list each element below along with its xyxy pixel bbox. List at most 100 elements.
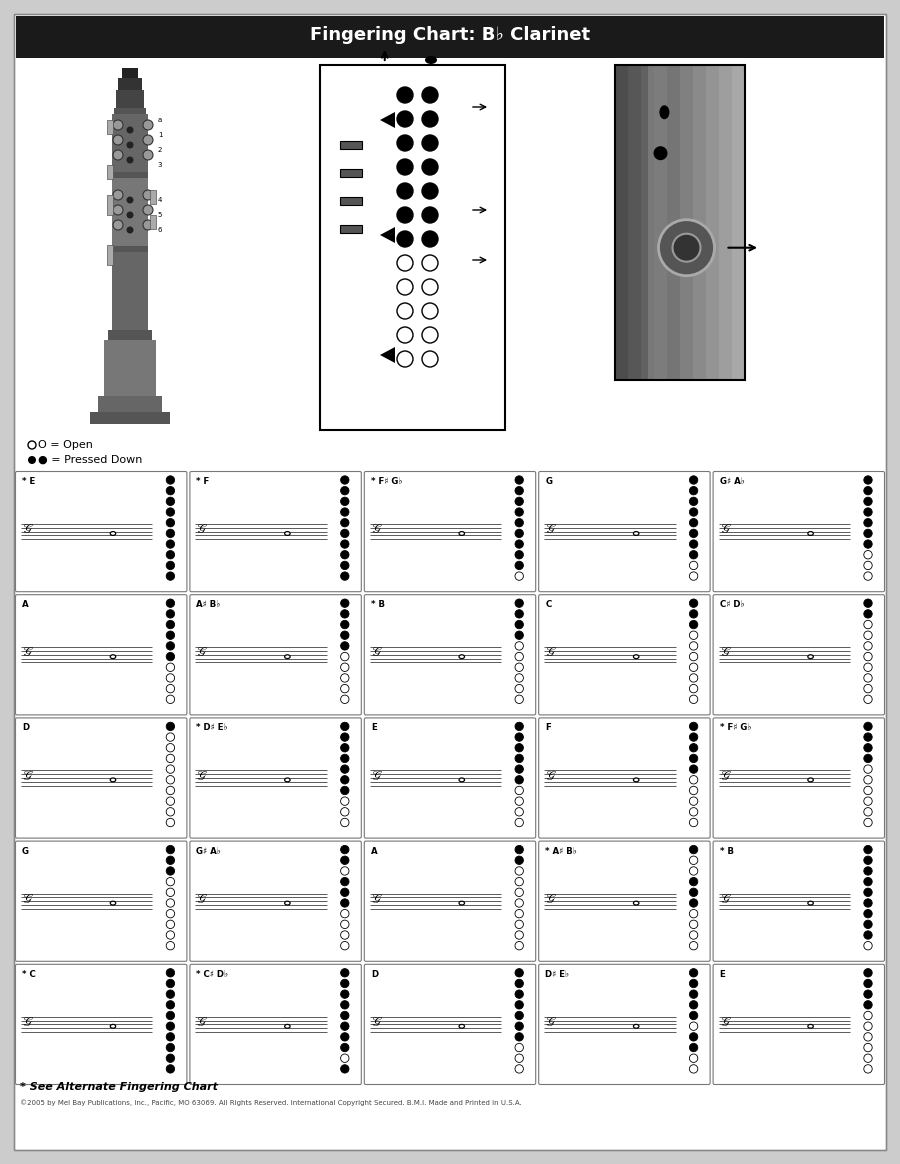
Circle shape: [689, 1001, 698, 1009]
Ellipse shape: [634, 1024, 639, 1028]
Bar: [693, 65, 707, 379]
Circle shape: [340, 1065, 349, 1073]
Circle shape: [689, 942, 698, 950]
Circle shape: [689, 540, 698, 548]
Circle shape: [864, 754, 872, 762]
Circle shape: [689, 1032, 698, 1041]
Text: $\mathscr{G}$: $\mathscr{G}$: [545, 646, 557, 659]
Circle shape: [689, 518, 698, 527]
Circle shape: [166, 878, 175, 886]
Circle shape: [689, 744, 698, 752]
Bar: [112, 172, 148, 180]
Bar: [118, 78, 142, 92]
Circle shape: [515, 530, 524, 538]
Text: G: G: [545, 477, 553, 487]
Circle shape: [127, 127, 133, 134]
Circle shape: [515, 695, 524, 703]
Circle shape: [515, 733, 524, 741]
Text: $\mathscr{G}$: $\mathscr{G}$: [22, 1016, 34, 1029]
Ellipse shape: [634, 901, 639, 904]
FancyBboxPatch shape: [190, 471, 361, 591]
Text: $\mathscr{G}$: $\mathscr{G}$: [371, 769, 382, 782]
Circle shape: [143, 150, 153, 159]
Circle shape: [166, 620, 175, 629]
Circle shape: [166, 1001, 175, 1009]
Circle shape: [864, 561, 872, 569]
Circle shape: [689, 631, 698, 639]
Circle shape: [340, 476, 349, 484]
Polygon shape: [380, 112, 395, 128]
Circle shape: [28, 456, 36, 464]
Circle shape: [515, 561, 524, 569]
Bar: [150, 190, 156, 204]
Circle shape: [166, 909, 175, 918]
Circle shape: [864, 909, 872, 918]
Circle shape: [689, 754, 698, 762]
Circle shape: [515, 775, 524, 785]
Text: 5: 5: [158, 212, 162, 218]
Bar: [108, 331, 152, 342]
Circle shape: [515, 920, 524, 929]
Circle shape: [340, 641, 349, 651]
Ellipse shape: [808, 778, 814, 782]
Circle shape: [515, 540, 524, 548]
Circle shape: [340, 968, 349, 977]
Bar: [114, 108, 146, 116]
Circle shape: [515, 572, 524, 581]
Text: $\mathscr{G}$: $\mathscr{G}$: [545, 769, 557, 782]
Circle shape: [515, 518, 524, 527]
Circle shape: [515, 754, 524, 762]
Circle shape: [166, 540, 175, 548]
Circle shape: [864, 979, 872, 988]
Circle shape: [864, 684, 872, 693]
Bar: [107, 196, 113, 215]
Bar: [680, 65, 694, 379]
Circle shape: [515, 1055, 524, 1063]
Circle shape: [340, 695, 349, 703]
Circle shape: [166, 652, 175, 661]
Text: G♯ A♭: G♯ A♭: [720, 477, 744, 487]
Text: F: F: [545, 723, 551, 732]
Circle shape: [166, 641, 175, 651]
Bar: [16, 16, 884, 58]
Ellipse shape: [110, 901, 116, 904]
Circle shape: [340, 808, 349, 816]
Circle shape: [515, 786, 524, 795]
Circle shape: [340, 561, 349, 569]
FancyBboxPatch shape: [713, 471, 885, 591]
Circle shape: [864, 572, 872, 581]
Circle shape: [340, 931, 349, 939]
Text: $\mathscr{G}$: $\mathscr{G}$: [371, 1016, 382, 1029]
Circle shape: [689, 888, 698, 896]
Text: O = Open: O = Open: [38, 440, 93, 450]
Circle shape: [515, 610, 524, 618]
Circle shape: [515, 652, 524, 661]
Circle shape: [166, 931, 175, 939]
Circle shape: [515, 674, 524, 682]
Ellipse shape: [459, 778, 464, 782]
Circle shape: [340, 867, 349, 875]
Ellipse shape: [459, 901, 464, 904]
Circle shape: [864, 786, 872, 795]
Text: * B: * B: [371, 601, 385, 609]
Circle shape: [515, 878, 524, 886]
Circle shape: [166, 561, 175, 569]
Text: $\mathscr{G}$: $\mathscr{G}$: [720, 523, 732, 537]
Circle shape: [340, 979, 349, 988]
Circle shape: [166, 476, 175, 484]
Circle shape: [515, 1032, 524, 1041]
Circle shape: [166, 786, 175, 795]
Text: * F♯ G♭: * F♯ G♭: [371, 477, 402, 487]
Circle shape: [689, 867, 698, 875]
Circle shape: [340, 765, 349, 773]
Circle shape: [864, 1032, 872, 1041]
Circle shape: [340, 610, 349, 618]
Circle shape: [166, 1012, 175, 1020]
Ellipse shape: [284, 1024, 290, 1028]
Circle shape: [166, 1043, 175, 1052]
Ellipse shape: [634, 532, 639, 535]
Circle shape: [864, 1022, 872, 1030]
Bar: [116, 90, 144, 111]
Circle shape: [340, 1043, 349, 1052]
Circle shape: [143, 135, 153, 146]
